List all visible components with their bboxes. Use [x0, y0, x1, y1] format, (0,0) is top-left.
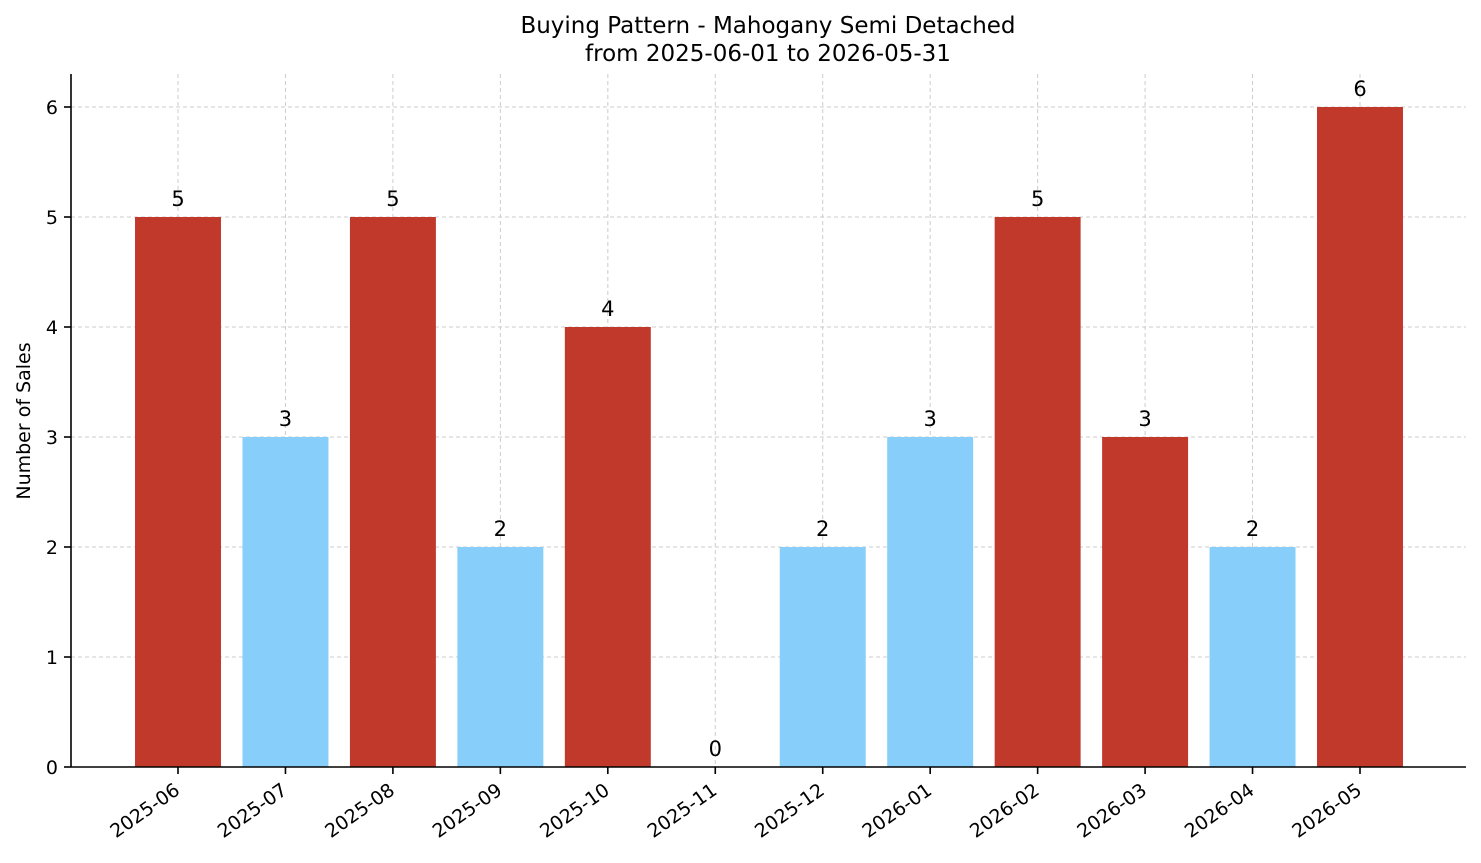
bar	[1209, 547, 1296, 767]
bar-value-label: 2	[494, 517, 507, 541]
bar	[135, 217, 221, 767]
y-axis-label: Number of Sales	[13, 342, 35, 499]
x-tick-label: 2026-04	[1181, 779, 1259, 843]
bar-value-label: 2	[816, 517, 829, 541]
y-tick-label: 4	[46, 317, 58, 339]
bar-value-label: 2	[1246, 517, 1259, 541]
bar-value-label: 3	[923, 407, 936, 431]
bar-value-label: 5	[171, 187, 184, 211]
bar	[457, 547, 544, 767]
x-tick-label: 2025-11	[643, 779, 721, 843]
bar	[994, 217, 1081, 767]
bar	[564, 327, 651, 767]
bar-value-label: 3	[279, 407, 292, 431]
x-tick-label: 2026-03	[1073, 779, 1151, 843]
x-tick-label: 2026-01	[858, 779, 936, 843]
bars	[135, 107, 1403, 767]
x-tick-label: 2025-10	[536, 779, 614, 843]
y-tick-label: 3	[46, 427, 58, 449]
bar	[779, 547, 866, 767]
x-tick-label: 2025-09	[429, 779, 507, 843]
x-tick-label: 2025-06	[106, 779, 184, 843]
bar-value-label: 4	[601, 297, 614, 321]
bar	[242, 437, 329, 767]
bar-value-label: 0	[709, 737, 722, 761]
y-tick-label: 5	[46, 207, 58, 229]
x-tick-label: 2026-05	[1288, 779, 1366, 843]
y-tick-label: 2	[46, 537, 58, 559]
bar	[349, 217, 436, 767]
bar	[887, 437, 974, 767]
chart-subtitle: from 2025-06-01 to 2026-05-31	[585, 41, 951, 67]
x-tick-label: 2026-02	[966, 779, 1044, 843]
bar	[1317, 107, 1403, 767]
y-tick-label: 1	[46, 647, 58, 669]
bar-value-label: 6	[1353, 77, 1366, 101]
bar-value-label: 3	[1138, 407, 1151, 431]
chart-title: Buying Pattern - Mahogany Semi Detached	[520, 13, 1015, 39]
x-tick-label: 2025-12	[751, 779, 829, 843]
bar-value-label: 5	[386, 187, 399, 211]
y-tick-label: 6	[46, 97, 58, 119]
bar	[1102, 437, 1189, 767]
bar-value-label: 5	[1031, 187, 1044, 211]
axes	[64, 74, 1466, 774]
x-tick-label: 2025-08	[321, 779, 399, 843]
x-tick-label: 2025-07	[214, 779, 292, 843]
y-tick-label: 0	[46, 757, 58, 779]
